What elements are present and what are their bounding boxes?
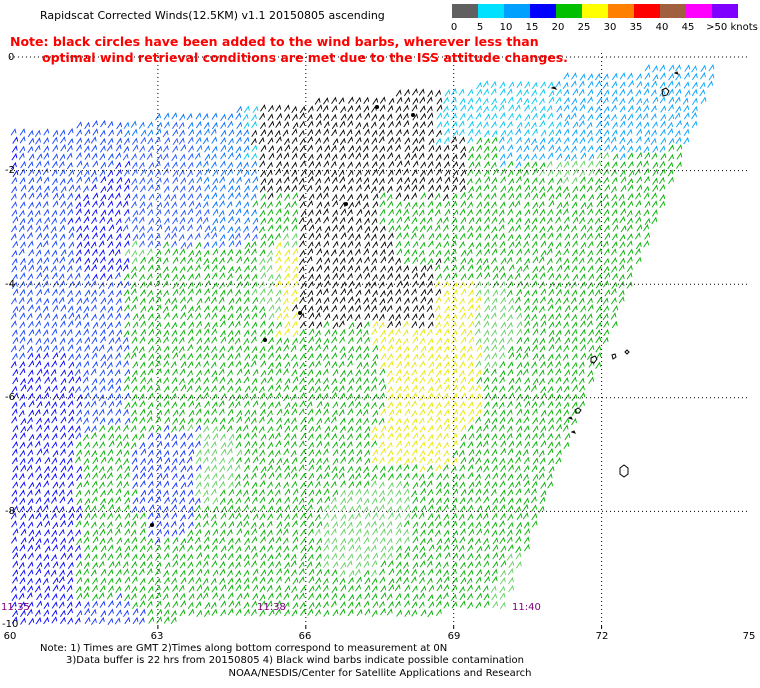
lat-label-minus2: -2 (5, 165, 15, 176)
wind-barb-set (124, 151, 609, 610)
colorbar-label: 25 (577, 22, 591, 33)
colorbar-label: 5 (476, 22, 484, 33)
wind-barb-set (74, 136, 683, 625)
colorbar-swatch (660, 4, 686, 18)
colorbar-swatch (452, 4, 478, 18)
map-title: Rapidscat Corrected Winds(12.5KM) v1.1 2… (40, 9, 385, 22)
wind-barb-set (10, 119, 131, 434)
lat-lon-grid (10, 53, 750, 629)
lon-label-60: 60 (3, 631, 17, 642)
lon-label-63: 63 (150, 631, 164, 642)
colorbar-swatch (504, 4, 530, 18)
island-outline (624, 349, 630, 355)
wind-barb-set (123, 105, 259, 249)
island-outline (661, 87, 670, 97)
lon-label-69: 69 (447, 631, 461, 642)
colorbar-swatch (712, 4, 738, 18)
footnote-line-2: 3)Data buffer is 22 hrs from 20150805 4)… (66, 655, 524, 666)
island-outline (619, 464, 629, 478)
colorbar-label: 45 (681, 22, 695, 33)
lon-label-72: 72 (595, 631, 609, 642)
island-outline (550, 86, 558, 90)
time-label-1: 11:35 (1, 602, 30, 613)
wind-barb-set (10, 136, 131, 625)
island-outline (673, 71, 679, 75)
colorbar-swatch (686, 4, 712, 18)
colorbar-swatch (634, 4, 660, 18)
lat-label-minus8: -8 (5, 506, 15, 517)
colorbar-label: 0 (450, 22, 458, 33)
lat-label-minus6: -6 (5, 392, 15, 403)
time-label-3: 11:40 (512, 602, 541, 613)
wind-swath (10, 64, 715, 626)
lon-label-66: 66 (298, 631, 312, 642)
time-label-2: 11:38 (257, 602, 286, 613)
colorbar-label: 20 (551, 22, 565, 33)
colorbar-label: 35 (629, 22, 643, 33)
contamination-circle (411, 113, 415, 117)
note-line-1: Note: black circles have been added to t… (10, 34, 539, 49)
island-outline (611, 353, 617, 360)
wind-barb-set (75, 424, 202, 626)
colorbar-swatch (608, 4, 634, 18)
wind-barb-set (242, 80, 562, 161)
footnote-line-1: Note: 1) Times are GMT 2)Times along bot… (40, 643, 448, 654)
island-outline (574, 407, 582, 414)
note-line-2: optimal wind retrieval conditions are me… (42, 50, 568, 65)
coastline-islands (550, 71, 679, 478)
colorbar-label: 30 (603, 22, 617, 33)
lat-label-minus10: -10 (2, 619, 19, 630)
contamination-circle (263, 338, 267, 342)
contamination-circle (375, 105, 379, 109)
island-outline (567, 416, 573, 420)
lat-label-0: 0 (8, 52, 15, 63)
wind-barb-set (275, 241, 483, 473)
colorbar-swatch (478, 4, 504, 18)
contamination-circle (150, 523, 154, 527)
colorbar-label: 10 (499, 22, 513, 33)
island-outline (590, 355, 598, 364)
colorbar-swatch (582, 4, 608, 18)
colorbar-label: >50 knots (706, 22, 758, 33)
contamination-circle (344, 202, 348, 206)
lon-label-75: 75 (742, 631, 756, 642)
wind-barb-set (498, 64, 715, 169)
wind-barb-set (250, 88, 467, 330)
wind-barb-set (122, 121, 258, 250)
island-outline (570, 430, 576, 434)
colorbar-label: 40 (655, 22, 669, 33)
lat-label-minus4: -4 (5, 279, 15, 290)
credit-line: NOAA/NESDIS/Center for Satellite Applica… (228, 668, 532, 679)
contamination-circle (298, 311, 302, 315)
colorbar-label: 15 (525, 22, 539, 33)
colorbar-swatch (556, 4, 582, 18)
colorbar-swatch (530, 4, 556, 18)
